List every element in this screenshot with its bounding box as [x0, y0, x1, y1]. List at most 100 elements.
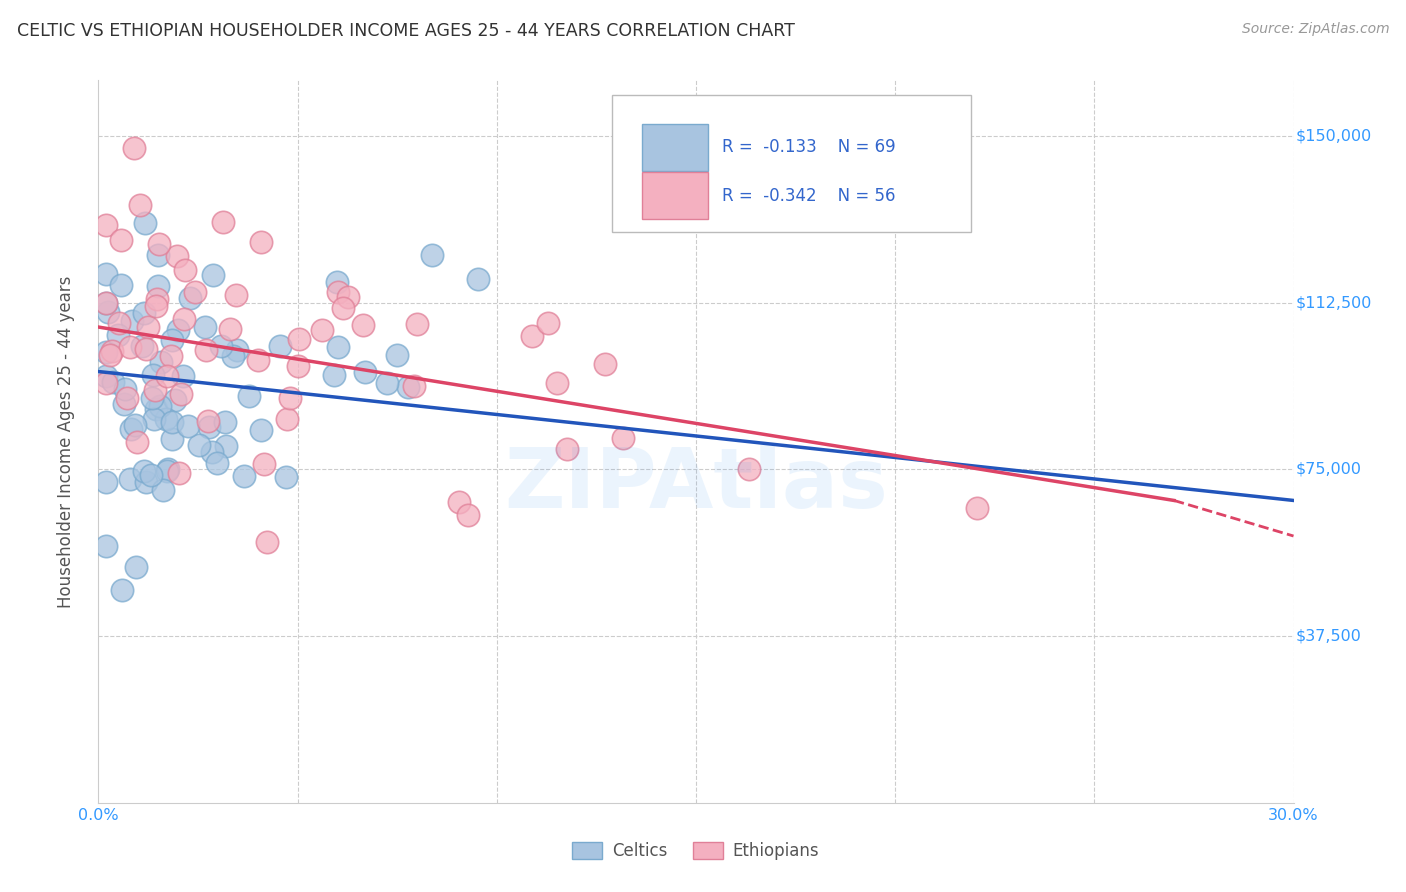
Point	[96, 376, 118, 391]
Point	[269, 339, 291, 353]
Point	[385, 348, 408, 362]
Text: $37,500: $37,500	[1296, 629, 1362, 643]
Point	[145, 292, 167, 306]
Point	[101, 376, 124, 390]
Point	[159, 349, 181, 363]
Point	[194, 343, 217, 357]
Point	[170, 386, 193, 401]
Point	[187, 437, 209, 451]
Point	[148, 248, 170, 262]
Point	[96, 218, 118, 232]
Point	[150, 355, 173, 369]
Point	[167, 467, 190, 481]
Point	[256, 534, 278, 549]
Point	[457, 508, 479, 522]
Point	[215, 440, 238, 454]
Point	[276, 412, 298, 426]
Point	[107, 328, 129, 343]
Point	[278, 391, 301, 405]
Point	[404, 379, 426, 393]
Point	[166, 323, 188, 337]
Point	[148, 278, 170, 293]
Point	[118, 340, 141, 354]
Point	[96, 539, 118, 553]
Point	[326, 340, 349, 354]
Point	[114, 397, 136, 411]
FancyBboxPatch shape	[613, 95, 972, 232]
Point	[467, 272, 489, 286]
Text: R =  -0.342    N = 56: R = -0.342 N = 56	[723, 187, 896, 205]
Point	[326, 276, 349, 290]
Point	[225, 288, 247, 302]
Point	[205, 456, 228, 470]
Point	[110, 233, 132, 247]
Point	[966, 500, 988, 515]
Point	[107, 317, 129, 331]
Point	[253, 457, 276, 471]
Point	[134, 216, 156, 230]
Point	[323, 368, 346, 382]
Point	[247, 353, 270, 368]
Point	[124, 141, 146, 155]
Point	[420, 248, 443, 262]
Point	[120, 422, 142, 436]
Point	[166, 249, 188, 263]
Point	[233, 468, 256, 483]
Point	[520, 329, 543, 343]
Point	[219, 322, 242, 336]
Point	[311, 323, 333, 337]
Point	[238, 389, 260, 403]
Point	[128, 198, 150, 212]
Point	[222, 349, 245, 363]
Point	[162, 334, 184, 348]
Point	[142, 412, 165, 426]
Point	[214, 415, 236, 429]
Point	[96, 267, 118, 281]
Point	[149, 399, 172, 413]
Point	[177, 419, 200, 434]
Point	[152, 483, 174, 497]
Point	[197, 420, 219, 434]
Text: $150,000: $150,000	[1296, 128, 1372, 144]
Point	[179, 291, 201, 305]
Point	[197, 414, 219, 428]
Point	[124, 417, 146, 432]
Point	[160, 432, 183, 446]
Point	[612, 431, 634, 445]
Point	[121, 314, 143, 328]
Point	[165, 393, 187, 408]
Bar	[643, 172, 709, 219]
Point	[111, 582, 134, 597]
Point	[276, 470, 298, 484]
Point	[337, 290, 360, 304]
Point	[96, 296, 118, 310]
Point	[546, 376, 568, 391]
Point	[173, 263, 195, 277]
Point	[96, 345, 118, 359]
Point	[134, 464, 156, 478]
Text: R =  -0.133    N = 69: R = -0.133 N = 69	[723, 137, 896, 156]
Point	[135, 342, 157, 356]
Text: ZIPAtlas: ZIPAtlas	[503, 444, 889, 525]
Point	[326, 285, 349, 299]
Point	[156, 368, 179, 383]
Point	[141, 392, 163, 406]
Point	[396, 380, 419, 394]
Point	[405, 318, 427, 332]
Point	[212, 215, 235, 229]
Point	[332, 301, 354, 315]
Point	[194, 320, 217, 334]
Point	[172, 368, 194, 383]
Point	[173, 312, 195, 326]
Y-axis label: Householder Income Ages 25 - 44 years: Householder Income Ages 25 - 44 years	[56, 276, 75, 607]
Point	[287, 359, 309, 373]
Point	[354, 365, 377, 379]
Point	[352, 318, 374, 333]
Text: CELTIC VS ETHIOPIAN HOUSEHOLDER INCOME AGES 25 - 44 YEARS CORRELATION CHART: CELTIC VS ETHIOPIAN HOUSEHOLDER INCOME A…	[17, 22, 794, 40]
Point	[125, 560, 148, 574]
Point	[249, 235, 271, 249]
Point	[447, 495, 470, 509]
Point	[537, 317, 560, 331]
Point	[156, 465, 179, 479]
Point	[125, 434, 148, 449]
